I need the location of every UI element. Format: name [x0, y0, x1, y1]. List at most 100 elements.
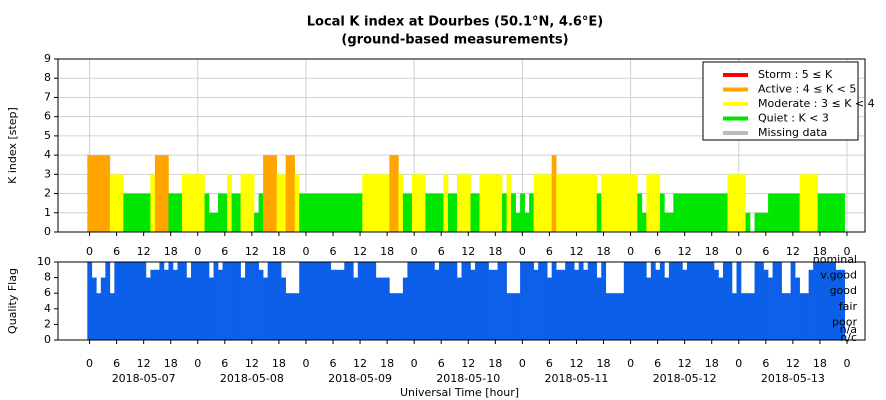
bar	[411, 174, 417, 232]
bar	[745, 212, 751, 232]
bar	[763, 269, 769, 340]
x-tick-label: 12	[461, 357, 475, 370]
bar	[136, 193, 142, 232]
bar	[741, 174, 746, 232]
bar	[831, 193, 836, 232]
bar	[529, 193, 534, 232]
bar	[362, 262, 368, 340]
bar	[655, 269, 661, 340]
bar	[619, 174, 625, 232]
bar	[100, 277, 106, 340]
x-tick-label: 18	[488, 245, 502, 258]
bar	[533, 269, 539, 340]
bar	[389, 155, 395, 232]
bar	[227, 174, 232, 232]
x-tick-label: 18	[597, 357, 611, 370]
bar	[475, 193, 480, 232]
y-tick-label: 2	[44, 317, 51, 330]
bar	[556, 269, 561, 340]
bar	[578, 262, 584, 340]
bar	[732, 174, 737, 232]
bar	[520, 262, 525, 340]
bar	[105, 262, 111, 340]
x-tick-label: 0	[194, 245, 201, 258]
x-tick-label: 12	[678, 245, 692, 258]
bar	[587, 174, 593, 232]
bar	[727, 262, 733, 340]
bar	[786, 193, 791, 232]
bar	[542, 174, 548, 232]
y2-tick-label: v.good	[820, 269, 857, 282]
y2-tick-label: nominal	[813, 253, 857, 266]
bar	[781, 193, 787, 232]
bar	[258, 193, 264, 232]
x-tick-label: 12	[137, 357, 151, 370]
y-tick-label: 4	[44, 302, 51, 315]
y-axis-label: K index [step]	[6, 107, 19, 184]
bar	[317, 193, 323, 232]
x-tick-label: 18	[813, 357, 827, 370]
bar	[614, 293, 620, 340]
bar	[452, 193, 458, 232]
bar	[227, 262, 232, 340]
bar	[163, 269, 169, 340]
bar	[335, 193, 341, 232]
bar	[204, 262, 210, 340]
x-tick-label: 12	[137, 245, 151, 258]
bar	[650, 174, 656, 232]
bar	[127, 262, 133, 340]
bar	[209, 212, 214, 232]
bar	[641, 262, 647, 340]
bar	[506, 174, 512, 232]
bar	[285, 293, 291, 340]
bar	[118, 262, 124, 340]
x-date-label: 2018-05-07	[112, 372, 176, 385]
bar	[533, 174, 539, 232]
bar	[781, 293, 787, 340]
bar	[686, 262, 692, 340]
bar	[822, 193, 827, 232]
bar	[646, 277, 652, 340]
bar	[263, 277, 268, 340]
legend: Storm : 5 ≤ K Active : 4 ≤ K < 5Moderate …	[702, 61, 875, 141]
bar	[718, 277, 724, 340]
bar	[190, 262, 196, 340]
bar	[506, 293, 512, 340]
bar	[434, 193, 440, 232]
x-tick-label: 0	[86, 245, 93, 258]
x-tick-label: 0	[519, 357, 526, 370]
bar	[425, 262, 431, 340]
bar	[213, 212, 219, 232]
bar	[438, 193, 444, 232]
y-tick-label: 1	[44, 206, 51, 219]
x-tick-label: 18	[488, 357, 502, 370]
bar	[154, 269, 160, 340]
bar	[222, 262, 228, 340]
bar	[470, 193, 476, 232]
bar	[172, 193, 178, 232]
bar	[236, 262, 241, 340]
x-tick-label: 0	[302, 245, 309, 258]
bar	[605, 293, 611, 340]
bar	[145, 277, 151, 340]
bar	[366, 262, 372, 340]
x-date-label: 2018-05-10	[436, 372, 500, 385]
x-tick-label: 6	[762, 357, 769, 370]
bar	[123, 262, 129, 340]
bar	[344, 193, 350, 232]
bar	[677, 193, 683, 232]
bar	[493, 269, 498, 340]
bar	[249, 174, 255, 232]
bar	[177, 262, 183, 340]
bar	[163, 155, 169, 232]
bar	[817, 193, 823, 232]
y2-tick-label: good	[830, 284, 857, 297]
bar	[294, 174, 300, 232]
bar	[736, 262, 742, 340]
bar	[105, 155, 111, 232]
bar	[285, 155, 291, 232]
bar	[704, 193, 710, 232]
bar	[777, 262, 782, 340]
bar	[605, 174, 611, 232]
